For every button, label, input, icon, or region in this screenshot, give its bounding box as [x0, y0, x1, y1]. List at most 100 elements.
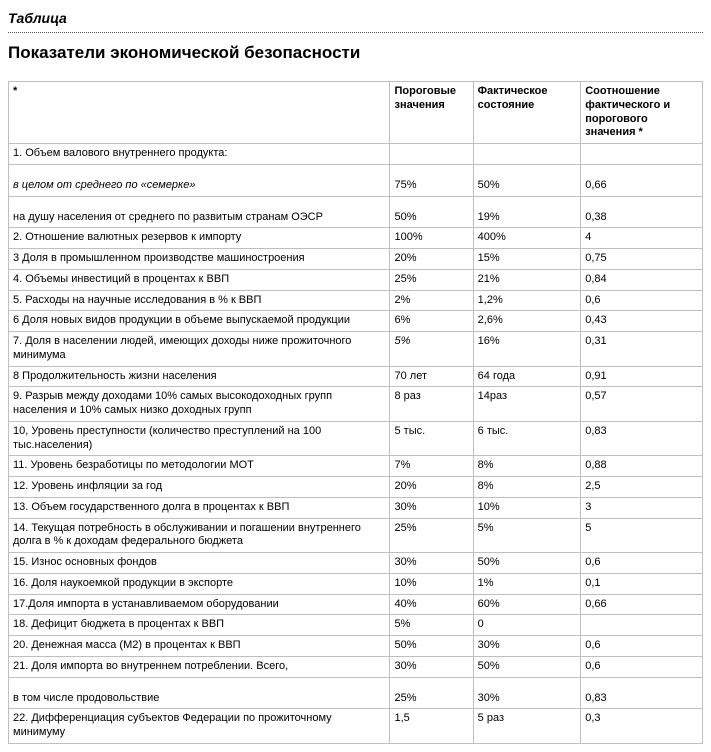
- table-cell: 13. Объем государственного долга в проце…: [9, 497, 390, 518]
- table-cell: 30%: [390, 497, 473, 518]
- table-cell: 8 Продолжительность жизни населения: [9, 366, 390, 387]
- table-row: 2. Отношение валютных резервов к импорту…: [9, 228, 703, 249]
- table-cell: 2%: [390, 290, 473, 311]
- table-cell: 15. Износ основных фондов: [9, 553, 390, 574]
- table-cell: 50%: [390, 636, 473, 657]
- table-cell: 7. Доля в населении людей, имеющих доход…: [9, 332, 390, 367]
- table-cell: 16%: [473, 332, 581, 367]
- table-cell: [473, 144, 581, 165]
- table-cell: 64 года: [473, 366, 581, 387]
- table-cell: 7%: [390, 456, 473, 477]
- table-cell: 3: [581, 497, 703, 518]
- table-row: 14. Текущая потребность в обслуживании и…: [9, 518, 703, 553]
- table-row: 15. Износ основных фондов30%50%0,6: [9, 553, 703, 574]
- table-row: 10, Уровень преступности (количество пре…: [9, 421, 703, 456]
- table-cell: 30%: [473, 636, 581, 657]
- table-cell: 400%: [473, 228, 581, 249]
- col-header: Соотношение фактического и порогового зн…: [581, 82, 703, 144]
- table-cell: 5 раз: [473, 709, 581, 744]
- table-cell: 0: [473, 615, 581, 636]
- table-cell: 5%: [473, 518, 581, 553]
- table-cell: 0,31: [581, 332, 703, 367]
- table-cell: 20%: [390, 249, 473, 270]
- table-cell: 50%: [390, 196, 473, 228]
- divider: [8, 32, 703, 33]
- table-cell: 12. Уровень инфляции за год: [9, 477, 390, 498]
- table-cell: 100%: [390, 228, 473, 249]
- table-row: 12. Уровень инфляции за год20%8%2,5: [9, 477, 703, 498]
- table-cell: 0,38: [581, 196, 703, 228]
- table-cell: 1. Объем валового внутреннего продукта:: [9, 144, 390, 165]
- table-cell: 0,91: [581, 366, 703, 387]
- table-row: в целом от среднего по «семерке»75%50%0,…: [9, 164, 703, 196]
- table-cell: 4. Объемы инвестиций в процентах к ВВП: [9, 269, 390, 290]
- table-row: в том числе продовольствие25%30%0,83: [9, 677, 703, 709]
- table-cell: 1%: [473, 573, 581, 594]
- table-cell: 0,57: [581, 387, 703, 422]
- table-cell: [390, 144, 473, 165]
- table-cell: 50%: [473, 164, 581, 196]
- table-cell: 14раз: [473, 387, 581, 422]
- table-cell: [581, 144, 703, 165]
- table-row: на душу населения от среднего по развиты…: [9, 196, 703, 228]
- table-row: 20. Денежная масса (М2) в процентах к ВВ…: [9, 636, 703, 657]
- table-cell: 10, Уровень преступности (количество пре…: [9, 421, 390, 456]
- table-cell: 0,6: [581, 290, 703, 311]
- table-row: 7. Доля в населении людей, имеющих доход…: [9, 332, 703, 367]
- table-cell: 60%: [473, 594, 581, 615]
- table-row: 17.Доля импорта в устанавливаемом оборуд…: [9, 594, 703, 615]
- col-header: Пороговые значения: [390, 82, 473, 144]
- table-cell: 75%: [390, 164, 473, 196]
- table-cell: 1,5: [390, 709, 473, 744]
- table-cell: 3 Доля в промышленном производстве машин…: [9, 249, 390, 270]
- table-cell: 30%: [473, 677, 581, 709]
- table-row: 9. Разрыв между доходами 10% самых высок…: [9, 387, 703, 422]
- table-cell: 6 Доля новых видов продукции в объеме вы…: [9, 311, 390, 332]
- table-cell: 0,6: [581, 636, 703, 657]
- table-cell: 5%: [390, 615, 473, 636]
- page-title: Показатели экономической безопасности: [8, 43, 703, 63]
- table-cell: 0,6: [581, 656, 703, 677]
- table-cell: 25%: [390, 518, 473, 553]
- col-header: *: [9, 82, 390, 144]
- table-cell: 0,84: [581, 269, 703, 290]
- table-row: 22. Дифференциация субъектов Федерации п…: [9, 709, 703, 744]
- table-row: 1. Объем валового внутреннего продукта:: [9, 144, 703, 165]
- table-cell: 21%: [473, 269, 581, 290]
- table-row: 21. Доля импорта во внутреннем потреблен…: [9, 656, 703, 677]
- table-cell: 0,43: [581, 311, 703, 332]
- table-cell: 8%: [473, 456, 581, 477]
- table-cell: 25%: [390, 677, 473, 709]
- table-cell: 70 лет: [390, 366, 473, 387]
- table-cell: 2,5: [581, 477, 703, 498]
- table-cell: в целом от среднего по «семерке»: [9, 164, 390, 196]
- table-cell: 19%: [473, 196, 581, 228]
- table-cell: 20%: [390, 477, 473, 498]
- table-cell: 11. Уровень безработицы по методологии М…: [9, 456, 390, 477]
- table-cell: 0,83: [581, 677, 703, 709]
- table-cell: 5%: [390, 332, 473, 367]
- table-row: 8 Продолжительность жизни населения70 ле…: [9, 366, 703, 387]
- table-row: 11. Уровень безработицы по методологии М…: [9, 456, 703, 477]
- table-cell: 2,6%: [473, 311, 581, 332]
- table-row: 16. Доля наукоемкой продукции в экспорте…: [9, 573, 703, 594]
- table-row: 18. Дефицит бюджета в процентах к ВВП5%0: [9, 615, 703, 636]
- table-cell: 0,83: [581, 421, 703, 456]
- table-cell: 14. Текущая потребность в обслуживании и…: [9, 518, 390, 553]
- table-cell: 8 раз: [390, 387, 473, 422]
- table-cell: 18. Дефицит бюджета в процентах к ВВП: [9, 615, 390, 636]
- table-cell: на душу населения от среднего по развиты…: [9, 196, 390, 228]
- table-cell: 20. Денежная масса (М2) в процентах к ВВ…: [9, 636, 390, 657]
- data-table: * Пороговые значения Фактическое состоян…: [8, 81, 703, 744]
- table-cell: 0,1: [581, 573, 703, 594]
- table-cell: 17.Доля импорта в устанавливаемом оборуд…: [9, 594, 390, 615]
- table-cell: 0,88: [581, 456, 703, 477]
- table-cell: 0,66: [581, 594, 703, 615]
- table-cell: 0,75: [581, 249, 703, 270]
- table-header-row: * Пороговые значения Фактическое состоян…: [9, 82, 703, 144]
- table-cell: 5. Расходы на научные исследования в % к…: [9, 290, 390, 311]
- table-cell: 0,6: [581, 553, 703, 574]
- table-cell: 4: [581, 228, 703, 249]
- page-label: Таблица: [8, 10, 703, 26]
- table-cell: 50%: [473, 656, 581, 677]
